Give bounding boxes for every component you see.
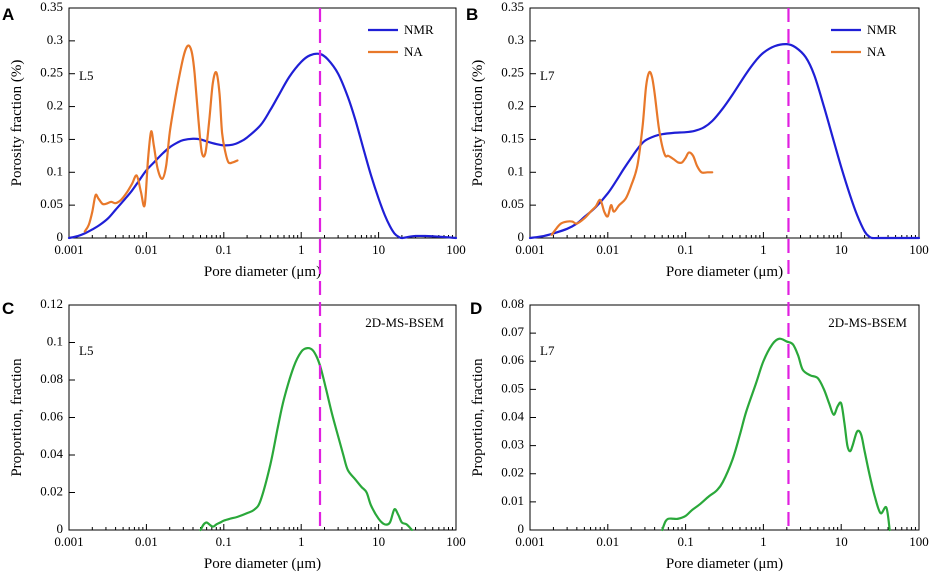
y-tick-label-a: 0.3 xyxy=(47,32,63,47)
y-tick-label-a: 0.05 xyxy=(40,196,63,211)
panel-d: D Pore diameter (μm) Proportion, fractio… xyxy=(470,296,929,572)
y-tick-label-b: 0.1 xyxy=(508,163,524,178)
y-axis-label-d: Proportion, fraction xyxy=(470,358,486,477)
y-tick-label-c: 0 xyxy=(57,521,64,536)
y-tick-label-d: 0.03 xyxy=(501,437,524,452)
sample-label-a: L5 xyxy=(79,68,93,83)
plot-frame-a xyxy=(68,7,457,239)
series-line-nmr-b xyxy=(528,43,921,240)
x-tick-label-b: 0.01 xyxy=(596,242,619,257)
panel-c: C Pore diameter (μm) Proportion, fractio… xyxy=(2,296,466,572)
legend-label-nmr-a: NMR xyxy=(404,22,434,37)
x-axis-label-c: Pore diameter (μm) xyxy=(204,556,321,572)
y-tick-label-a: 0.2 xyxy=(47,98,63,113)
y-tick-label-b: 0.35 xyxy=(501,0,524,14)
legend-label-nmr-b: NMR xyxy=(867,22,897,37)
sample-label-d: L7 xyxy=(540,343,555,358)
y-tick-label-d: 0.07 xyxy=(501,324,524,339)
x-tick-label-c: 0.1 xyxy=(216,534,232,549)
y-tick-label-d: 0.04 xyxy=(501,408,524,423)
y-axis-label-a: Porosity fraction (%) xyxy=(9,60,25,187)
plot-frame-b xyxy=(529,7,920,239)
x-tick-label-d: 10 xyxy=(835,534,848,549)
y-tick-label-b: 0.25 xyxy=(501,65,524,80)
x-tick-label-b: 1 xyxy=(760,242,767,257)
x-tick-label-b: 0.001 xyxy=(515,242,544,257)
y-tick-label-a: 0.35 xyxy=(40,0,63,14)
x-axis-label-b: Pore diameter (μm) xyxy=(666,264,783,280)
y-tick-label-c: 0.04 xyxy=(40,446,63,461)
x-tick-label-a: 0.1 xyxy=(216,242,232,257)
y-tick-label-c: 0.06 xyxy=(40,408,63,423)
y-tick-label-a: 0.1 xyxy=(47,163,63,178)
x-tick-label-a: 100 xyxy=(446,242,466,257)
y-tick-label-d: 0.02 xyxy=(501,465,524,480)
panel-letter-d: D xyxy=(470,299,482,318)
x-tick-label-d: 1 xyxy=(760,534,767,549)
x-axis-label-d: Pore diameter (μm) xyxy=(666,556,783,572)
y-tick-label-d: 0 xyxy=(518,521,525,536)
y-tick-label-a: 0.15 xyxy=(40,130,63,145)
x-tick-label-a: 0.01 xyxy=(135,242,158,257)
x-tick-label-c: 100 xyxy=(446,534,466,549)
y-tick-label-d: 0.06 xyxy=(501,352,524,367)
y-tick-label-b: 0 xyxy=(518,229,525,244)
series-label-bsem-c: 2D-MS-BSEM xyxy=(365,315,444,330)
panel-b: B Pore diameter (μm) Porosity fraction (… xyxy=(466,0,929,280)
x-tick-label-a: 1 xyxy=(298,242,305,257)
y-tick-label-c: 0.1 xyxy=(47,333,63,348)
x-tick-label-c: 0.01 xyxy=(135,534,158,549)
y-tick-label-c: 0.12 xyxy=(40,296,63,311)
y-tick-label-c: 0.08 xyxy=(40,371,63,386)
x-tick-label-b: 10 xyxy=(835,242,848,257)
y-tick-label-a: 0 xyxy=(57,229,64,244)
y-tick-label-a: 0.25 xyxy=(40,65,63,80)
series-label-bsem-d: 2D-MS-BSEM xyxy=(828,315,907,330)
series-line-na-a xyxy=(83,44,239,233)
x-tick-label-a: 10 xyxy=(372,242,385,257)
y-tick-label-b: 0.05 xyxy=(501,196,524,211)
y-tick-label-b: 0.3 xyxy=(508,32,524,47)
x-tick-label-d: 0.1 xyxy=(677,534,693,549)
legend-label-na-a: NA xyxy=(404,44,423,59)
series-line-nmr-a xyxy=(67,52,458,240)
y-tick-label-c: 0.02 xyxy=(40,483,63,498)
legend-label-na-b: NA xyxy=(867,44,886,59)
sample-label-c: L5 xyxy=(79,343,93,358)
y-tick-label-b: 0.2 xyxy=(508,98,524,113)
series-line-2d-ms-bsem-c xyxy=(199,346,414,532)
x-tick-label-b: 0.1 xyxy=(677,242,693,257)
series-line-2d-ms-bsem-d xyxy=(661,337,891,532)
y-tick-label-d: 0.01 xyxy=(501,493,524,508)
y-tick-label-d: 0.05 xyxy=(501,380,524,395)
x-tick-label-c: 10 xyxy=(372,534,385,549)
x-tick-label-d: 0.001 xyxy=(515,534,544,549)
series-line-na-b xyxy=(550,70,714,236)
panel-letter-b: B xyxy=(466,5,478,24)
y-axis-label-b: Porosity fraction (%) xyxy=(470,60,486,187)
y-tick-label-b: 0.15 xyxy=(501,130,524,145)
y-axis-label-c: Proportion, fraction xyxy=(9,358,25,477)
panel-letter-c: C xyxy=(2,299,14,318)
y-tick-label-d: 0.08 xyxy=(501,296,524,311)
x-tick-label-a: 0.001 xyxy=(54,242,83,257)
x-tick-label-c: 1 xyxy=(298,534,305,549)
x-tick-label-c: 0.001 xyxy=(54,534,83,549)
plot-frame-d xyxy=(529,304,920,531)
x-tick-label-d: 100 xyxy=(909,534,929,549)
panel-a: A Pore diameter (μm) Porosity fraction (… xyxy=(2,0,466,280)
x-axis-label-a: Pore diameter (μm) xyxy=(204,264,321,280)
panel-letter-a: A xyxy=(2,5,14,24)
x-tick-label-b: 100 xyxy=(909,242,929,257)
sample-label-b: L7 xyxy=(540,68,555,83)
x-tick-label-d: 0.01 xyxy=(596,534,619,549)
